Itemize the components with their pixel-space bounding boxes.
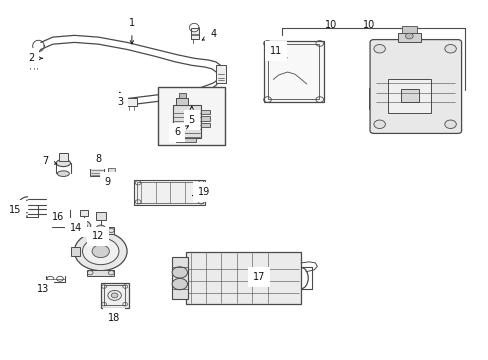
Text: 17: 17 — [252, 272, 264, 282]
Bar — [52, 210, 70, 226]
Text: 1: 1 — [128, 18, 135, 44]
Bar — [108, 168, 114, 180]
Bar — [268, 44, 318, 99]
Bar — [368, 88, 376, 109]
Circle shape — [82, 238, 119, 265]
Text: 9: 9 — [103, 177, 111, 187]
Text: 15: 15 — [9, 205, 21, 215]
Circle shape — [373, 120, 385, 129]
Text: 2: 2 — [28, 53, 42, 63]
Bar — [87, 270, 114, 276]
Circle shape — [111, 293, 118, 298]
Text: 12: 12 — [92, 231, 104, 242]
Bar — [400, 89, 418, 102]
Text: 7: 7 — [42, 156, 57, 166]
Bar — [201, 117, 209, 121]
Circle shape — [74, 232, 127, 271]
Bar — [263, 41, 323, 102]
Circle shape — [81, 224, 87, 228]
Bar — [92, 159, 102, 164]
Circle shape — [96, 225, 105, 232]
Bar — [80, 210, 88, 216]
Bar — [397, 32, 420, 42]
Bar — [176, 98, 188, 105]
Bar — [87, 227, 114, 234]
Text: 3: 3 — [117, 93, 122, 107]
Bar — [28, 55, 39, 66]
Circle shape — [172, 267, 187, 278]
Bar — [71, 247, 80, 256]
Text: 16: 16 — [52, 212, 64, 222]
Text: 13: 13 — [37, 284, 49, 294]
Circle shape — [77, 221, 90, 231]
Text: 19: 19 — [192, 187, 209, 197]
Bar — [90, 164, 103, 176]
Circle shape — [444, 45, 455, 53]
Text: 6: 6 — [174, 126, 188, 138]
Bar — [179, 93, 185, 98]
Bar — [134, 180, 205, 205]
Bar — [59, 153, 68, 161]
Bar — [215, 66, 226, 83]
Bar — [96, 212, 105, 220]
Text: 18: 18 — [108, 312, 120, 323]
Bar — [119, 98, 137, 106]
Bar — [185, 252, 301, 304]
Ellipse shape — [57, 171, 69, 176]
FancyBboxPatch shape — [369, 40, 461, 134]
Text: 4: 4 — [202, 28, 216, 40]
Bar — [201, 123, 209, 127]
Circle shape — [373, 45, 385, 53]
Circle shape — [444, 120, 455, 129]
Bar — [387, 80, 430, 113]
Ellipse shape — [56, 159, 70, 167]
Bar — [171, 257, 188, 299]
Text: 5: 5 — [188, 106, 195, 125]
Circle shape — [172, 278, 187, 290]
Bar — [176, 138, 195, 142]
Text: 11: 11 — [269, 46, 286, 58]
Bar — [158, 86, 225, 145]
Bar — [104, 285, 125, 305]
Bar — [201, 110, 209, 114]
Text: 10: 10 — [362, 20, 374, 30]
Bar — [137, 182, 203, 203]
Bar — [401, 26, 416, 32]
Circle shape — [92, 245, 109, 258]
Bar — [172, 105, 201, 138]
Bar — [190, 28, 199, 39]
Bar — [101, 283, 128, 308]
Text: 10: 10 — [324, 20, 336, 30]
Circle shape — [58, 216, 64, 220]
Text: 14: 14 — [70, 222, 82, 233]
Circle shape — [405, 33, 412, 39]
Text: 8: 8 — [95, 154, 101, 164]
